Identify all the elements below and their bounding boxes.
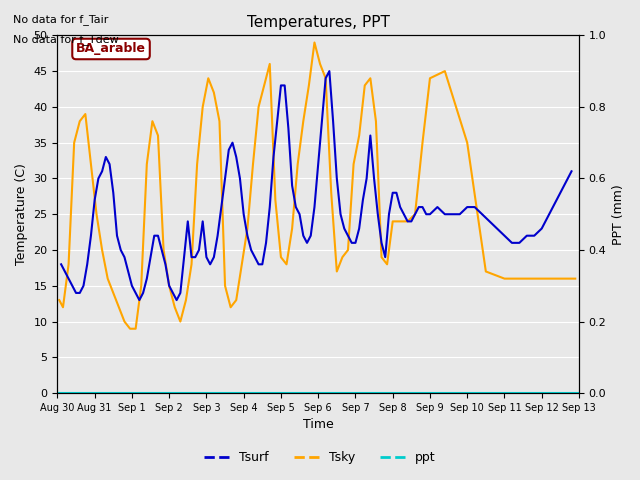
- Legend: Tsurf, Tsky, ppt: Tsurf, Tsky, ppt: [199, 446, 441, 469]
- Y-axis label: PPT (mm): PPT (mm): [612, 184, 625, 245]
- Text: BA_arable: BA_arable: [76, 43, 146, 56]
- Title: Temperatures, PPT: Temperatures, PPT: [247, 15, 390, 30]
- Text: No data for f_Tair: No data for f_Tair: [13, 14, 108, 25]
- X-axis label: Time: Time: [303, 419, 333, 432]
- Text: No data for f_Tdew: No data for f_Tdew: [13, 34, 118, 45]
- Y-axis label: Temperature (C): Temperature (C): [15, 163, 28, 265]
